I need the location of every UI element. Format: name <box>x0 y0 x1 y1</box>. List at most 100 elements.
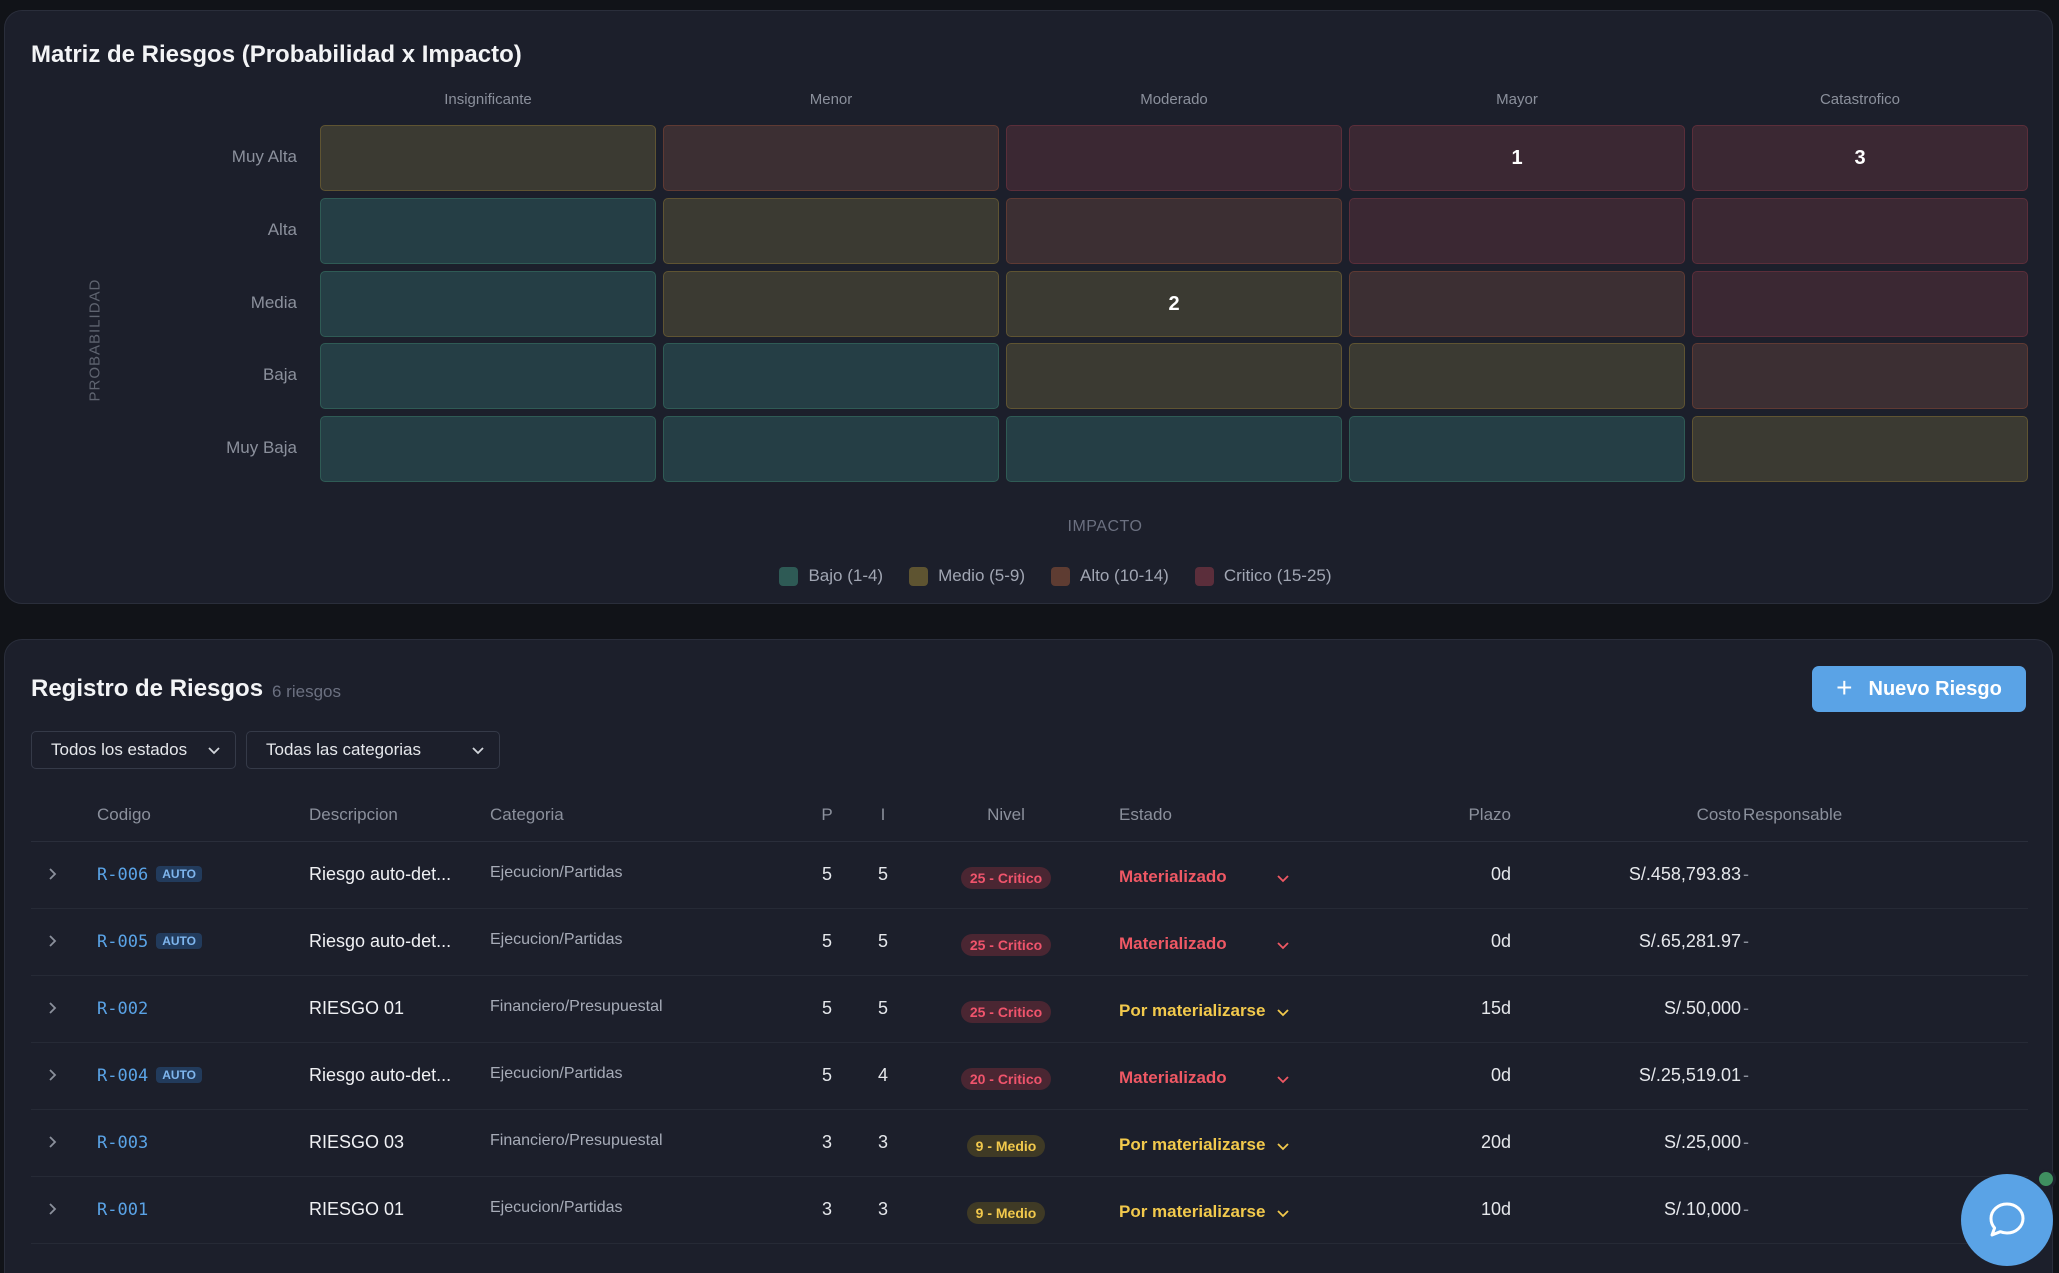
matrix-cell[interactable] <box>663 198 999 264</box>
expand-row-button[interactable] <box>45 1132 61 1157</box>
matrix-cell[interactable] <box>320 416 656 482</box>
table-row[interactable]: R-003 RIESGO 03 Financiero/Presupuestal 3 3 9… <box>31 1110 2028 1177</box>
legend-item: Bajo (1-4) <box>779 566 883 586</box>
risk-impact: 3 <box>877 1132 888 1152</box>
table-row[interactable]: R-005 AUTO Riesgo auto-det... Ejecucion/Par… <box>31 909 2028 976</box>
risk-level-badge: 9 - Medio <box>966 1135 1046 1157</box>
legend-label: Bajo (1-4) <box>808 566 884 585</box>
matrix-cell[interactable] <box>663 416 999 482</box>
matrix-cell[interactable] <box>663 343 999 409</box>
legend-swatch <box>1051 566 1071 586</box>
risk-description: RIESGO 03 <box>309 1132 405 1152</box>
risk-code-link[interactable]: R-003 <box>97 1133 149 1153</box>
risk-state-select[interactable]: Por materializarse <box>1119 1202 1289 1222</box>
risk-impact: 5 <box>877 931 888 951</box>
risk-impact: 3 <box>877 1199 888 1219</box>
matrix-cell[interactable] <box>1692 271 2028 337</box>
risk-term: 0d <box>1490 864 1511 884</box>
status-filter-select[interactable]: Todos los estados <box>31 731 236 769</box>
matrix-cell[interactable] <box>320 125 656 191</box>
column-header-owner[interactable]: Responsable <box>1743 805 1843 824</box>
risk-code-link[interactable]: R-002 <box>97 999 149 1019</box>
risk-code-link[interactable]: R-005 <box>97 932 149 952</box>
matrix-cell[interactable] <box>1692 343 2028 409</box>
chevron-down-icon <box>1277 1143 1289 1151</box>
matrix-cell[interactable] <box>1349 198 1685 264</box>
matrix-cell[interactable] <box>1006 416 1342 482</box>
table-row[interactable]: R-006 AUTO Riesgo auto-det... Ejecucion/Par… <box>31 842 2028 909</box>
impact-column-header: Menor <box>809 91 853 108</box>
risk-term: 0d <box>1490 931 1511 951</box>
matrix-cell[interactable] <box>1006 125 1342 191</box>
column-header-description[interactable]: Descripcion <box>309 805 398 824</box>
risk-level-badge: 25 - Critico <box>960 934 1052 956</box>
risk-state-select[interactable]: Por materializarse <box>1119 1135 1289 1155</box>
probability-row-header: Muy Alta <box>231 147 297 166</box>
expand-row-button[interactable] <box>45 864 61 889</box>
table-row[interactable]: R-002 RIESGO 01 Financiero/Presupuestal 5 5 2… <box>31 976 2028 1043</box>
chevron-down-icon <box>1277 1210 1289 1218</box>
legend-item: Medio (5-9) <box>909 566 1025 586</box>
matrix-cell[interactable] <box>663 271 999 337</box>
chat-button[interactable] <box>1961 1174 2053 1266</box>
risk-code-link[interactable]: R-004 <box>97 1066 149 1086</box>
column-header-level[interactable]: Nivel <box>987 805 1025 824</box>
matrix-cell[interactable]: 1 <box>1349 125 1685 191</box>
expand-row-button[interactable] <box>45 1199 61 1224</box>
risk-probability: 3 <box>821 1199 832 1219</box>
legend-swatch <box>779 566 799 586</box>
table-row[interactable]: R-004 AUTO Riesgo auto-det... Ejecucion/Par… <box>31 1043 2028 1110</box>
risk-term: 15d <box>1480 998 1511 1018</box>
column-header-cost[interactable]: Costo <box>1696 805 1741 824</box>
column-header-probability[interactable]: P <box>821 805 833 824</box>
risk-code-link[interactable]: R-006 <box>97 865 149 885</box>
expand-row-button[interactable] <box>45 1065 61 1090</box>
risk-count: 6 riesgos <box>272 682 341 701</box>
matrix-cell[interactable] <box>663 125 999 191</box>
matrix-legend: Bajo (1-4) Medio (5-9) Alto (10-14) Critico… <box>5 566 2054 586</box>
risk-description: Riesgo auto-det... <box>309 864 452 884</box>
column-header-state[interactable]: Estado <box>1119 805 1172 824</box>
matrix-cell[interactable] <box>1692 198 2028 264</box>
risk-state-select[interactable]: Materializado <box>1119 1068 1289 1088</box>
risk-code-link[interactable]: R-001 <box>97 1200 149 1220</box>
matrix-cell[interactable]: 2 <box>1006 271 1342 337</box>
risk-level-badge: 25 - Critico <box>960 867 1052 889</box>
chevron-right-icon <box>49 868 57 880</box>
matrix-cell[interactable] <box>1349 416 1685 482</box>
matrix-cell[interactable] <box>320 343 656 409</box>
risk-state-select[interactable]: Materializado <box>1119 867 1289 887</box>
expand-row-button[interactable] <box>45 998 61 1023</box>
matrix-cell[interactable]: 3 <box>1692 125 2028 191</box>
category-filter-select[interactable]: Todas las categorias <box>246 731 500 769</box>
risk-state-select[interactable]: Materializado <box>1119 934 1289 954</box>
column-header-term[interactable]: Plazo <box>1468 805 1511 824</box>
probability-row-header: Baja <box>262 365 297 384</box>
table-row[interactable]: R-001 RIESGO 01 Ejecucion/Partidas 3 3 9 - Me… <box>31 1177 2028 1244</box>
matrix-cell[interactable] <box>1349 343 1685 409</box>
risk-category: Ejecucion/Partidas <box>490 931 623 948</box>
new-risk-button[interactable]: + Nuevo Riesgo <box>1812 666 2026 712</box>
matrix-cell[interactable] <box>1349 271 1685 337</box>
matrix-cell[interactable] <box>320 198 656 264</box>
risk-state-select[interactable]: Por materializarse <box>1119 1001 1289 1021</box>
legend-item: Critico (15-25) <box>1194 566 1332 586</box>
expand-row-button[interactable] <box>45 931 61 956</box>
column-header-code[interactable]: Codigo <box>97 805 151 824</box>
risk-state-value: Por materializarse <box>1119 1202 1266 1221</box>
chevron-down-icon <box>472 747 484 755</box>
matrix-cell[interactable] <box>1006 343 1342 409</box>
risk-state-value: Por materializarse <box>1119 1001 1266 1020</box>
risk-cost: S/.65,281.97 <box>1638 931 1741 951</box>
matrix-cell[interactable] <box>320 271 656 337</box>
chevron-right-icon <box>49 1136 57 1148</box>
column-header-category[interactable]: Categoria <box>490 805 564 824</box>
matrix-cell[interactable] <box>1692 416 2028 482</box>
risk-term: 0d <box>1490 1065 1511 1085</box>
chevron-right-icon <box>49 1002 57 1014</box>
legend-item: Alto (10-14) <box>1051 566 1169 586</box>
risk-category: Financiero/Presupuestal <box>490 998 663 1015</box>
matrix-cell[interactable] <box>1006 198 1342 264</box>
column-header-impact[interactable]: I <box>880 805 886 824</box>
risk-description: Riesgo auto-det... <box>309 931 452 951</box>
